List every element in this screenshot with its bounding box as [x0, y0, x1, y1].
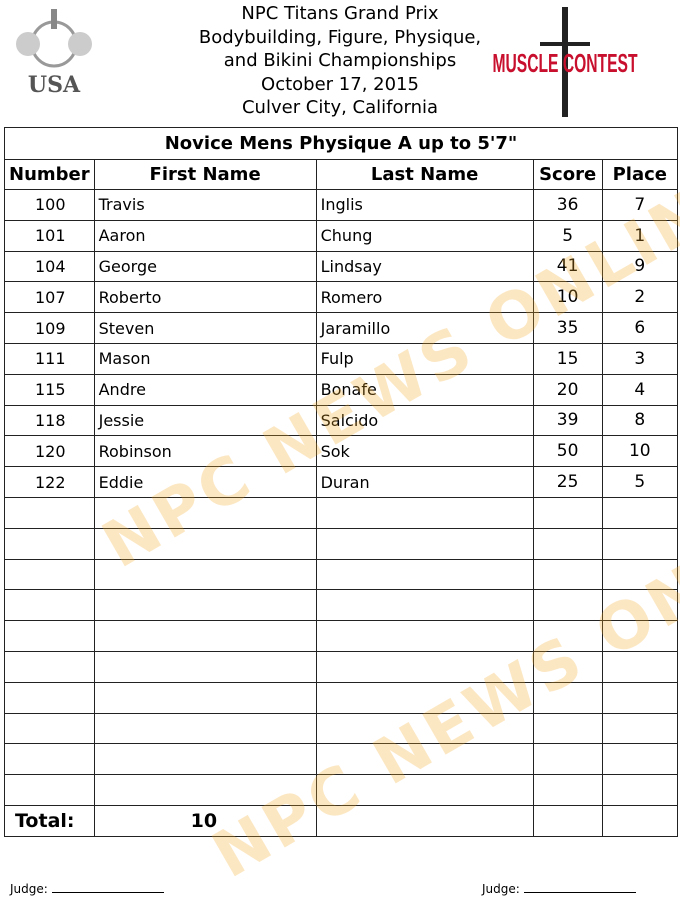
cell-last-name: Sok: [315, 435, 534, 468]
table-row: 101 Aaron Chung 5 1: [4, 219, 679, 252]
cell-number: 104: [4, 250, 95, 283]
cell-score: 15: [532, 342, 603, 375]
table-row: 115 Andre Bonafe 20 4: [4, 373, 679, 406]
cell-score: 10: [532, 281, 603, 314]
cell-last-name: Romero: [315, 281, 534, 314]
cell-last-name: Bonafe: [315, 373, 534, 406]
total-label: Total:: [4, 804, 95, 837]
judge-signature-right: Judge:: [482, 882, 636, 896]
table-row: 118 Jessie Salcido 39 8: [4, 404, 679, 437]
cell-last-name: Jaramillo: [315, 312, 534, 344]
empty-row: [4, 712, 679, 745]
cell-first-name: Andre: [93, 373, 317, 406]
cell-number: 120: [4, 435, 95, 468]
event-location: Culver City, California: [241, 97, 439, 118]
col-first-name: First Name: [93, 159, 317, 190]
cell-number: 109: [4, 312, 95, 344]
cell-score: 35: [532, 312, 603, 344]
cell-number: 111: [4, 342, 95, 375]
division-title: Novice Mens Physique A up to 5'7": [4, 127, 678, 160]
event-subtitle-2: and Bikini Championships: [223, 50, 457, 71]
cell-last-name: Salcido: [315, 404, 534, 437]
event-date: October 17, 2015: [261, 73, 419, 95]
svg-text:MUSCLE CONTEST: MUSCLE CONTEST: [493, 48, 638, 78]
cell-number: 100: [4, 189, 95, 221]
table-row: 100 Travis Inglis 36 7: [4, 189, 679, 221]
cell-last-name: Lindsay: [315, 250, 534, 283]
empty-row: [4, 496, 679, 529]
cell-number: 122: [4, 466, 95, 498]
cell-number: 107: [4, 281, 95, 314]
cell-place: 3: [601, 342, 679, 375]
col-score: Score: [532, 159, 603, 190]
cell-first-name: Roberto: [93, 281, 317, 314]
cell-first-name: Mason: [93, 342, 317, 375]
cell-last-name: Inglis: [315, 189, 534, 221]
col-number: Number: [4, 159, 95, 190]
cell-first-name: Eddie: [93, 466, 317, 498]
table-row: 120 Robinson Sok 50 10: [4, 435, 679, 468]
npc-usa-logo: USA: [14, 4, 94, 99]
event-title: NPC Titans Grand Prix: [241, 3, 439, 24]
total-value: 10: [93, 804, 317, 837]
empty-row: [4, 743, 679, 776]
cell-first-name: Jessie: [93, 404, 317, 437]
cell-place: 4: [601, 373, 679, 406]
event-subtitle: Bodybuilding, Figure, Physique,: [198, 26, 482, 48]
empty-row: [4, 527, 679, 560]
cell-last-name: Chung: [315, 219, 534, 252]
event-header: NPC Titans Grand Prix Bodybuilding, Figu…: [150, 2, 530, 120]
col-place: Place: [601, 159, 679, 190]
empty-row: [4, 774, 679, 806]
cell-number: 118: [4, 404, 95, 437]
table-row: 109 Steven Jaramillo 35 6: [4, 312, 679, 344]
cell-number: 115: [4, 373, 95, 406]
cell-first-name: Steven: [93, 312, 317, 344]
cell-place: 2: [601, 281, 679, 314]
empty-row: [4, 650, 679, 683]
table-row: 104 George Lindsay 41 9: [4, 250, 679, 283]
table-row: 107 Roberto Romero 10 2: [4, 281, 679, 314]
cell-last-name: Duran: [315, 466, 534, 498]
cell-place: 6: [601, 312, 679, 344]
cell-score: 20: [532, 373, 603, 406]
svg-text:USA: USA: [28, 72, 81, 98]
judge-signature-left: Judge:: [10, 882, 164, 896]
total-row: Total: 10: [4, 804, 679, 837]
cell-place: 10: [601, 435, 679, 468]
cell-number: 101: [4, 219, 95, 252]
cell-place: 7: [601, 189, 679, 221]
table-row: 122 Eddie Duran 25 5: [4, 466, 679, 498]
cell-place: 1: [601, 219, 679, 252]
cell-place: 8: [601, 404, 679, 437]
empty-row: [4, 620, 679, 652]
cell-first-name: Robinson: [93, 435, 317, 468]
empty-row: [4, 589, 679, 622]
cell-score: 41: [532, 250, 603, 283]
cell-first-name: Aaron: [93, 219, 317, 252]
table-row: 111 Mason Fulp 15 3: [4, 342, 679, 375]
empty-row: [4, 681, 679, 714]
muscle-contest-logo: MUSCLE CONTEST: [490, 2, 640, 117]
cell-first-name: Travis: [93, 189, 317, 221]
cell-place: 5: [601, 466, 679, 498]
cell-score: 36: [532, 189, 603, 221]
cell-score: 50: [532, 435, 603, 468]
empty-row: [4, 558, 679, 591]
cell-score: 5: [532, 219, 603, 252]
col-last-name: Last Name: [315, 159, 534, 190]
results-table: Novice Mens Physique A up to 5'7" Number…: [4, 127, 679, 837]
cell-score: 25: [532, 466, 603, 498]
cell-first-name: George: [93, 250, 317, 283]
cell-place: 9: [601, 250, 679, 283]
cell-score: 39: [532, 404, 603, 437]
cell-last-name: Fulp: [315, 342, 534, 375]
